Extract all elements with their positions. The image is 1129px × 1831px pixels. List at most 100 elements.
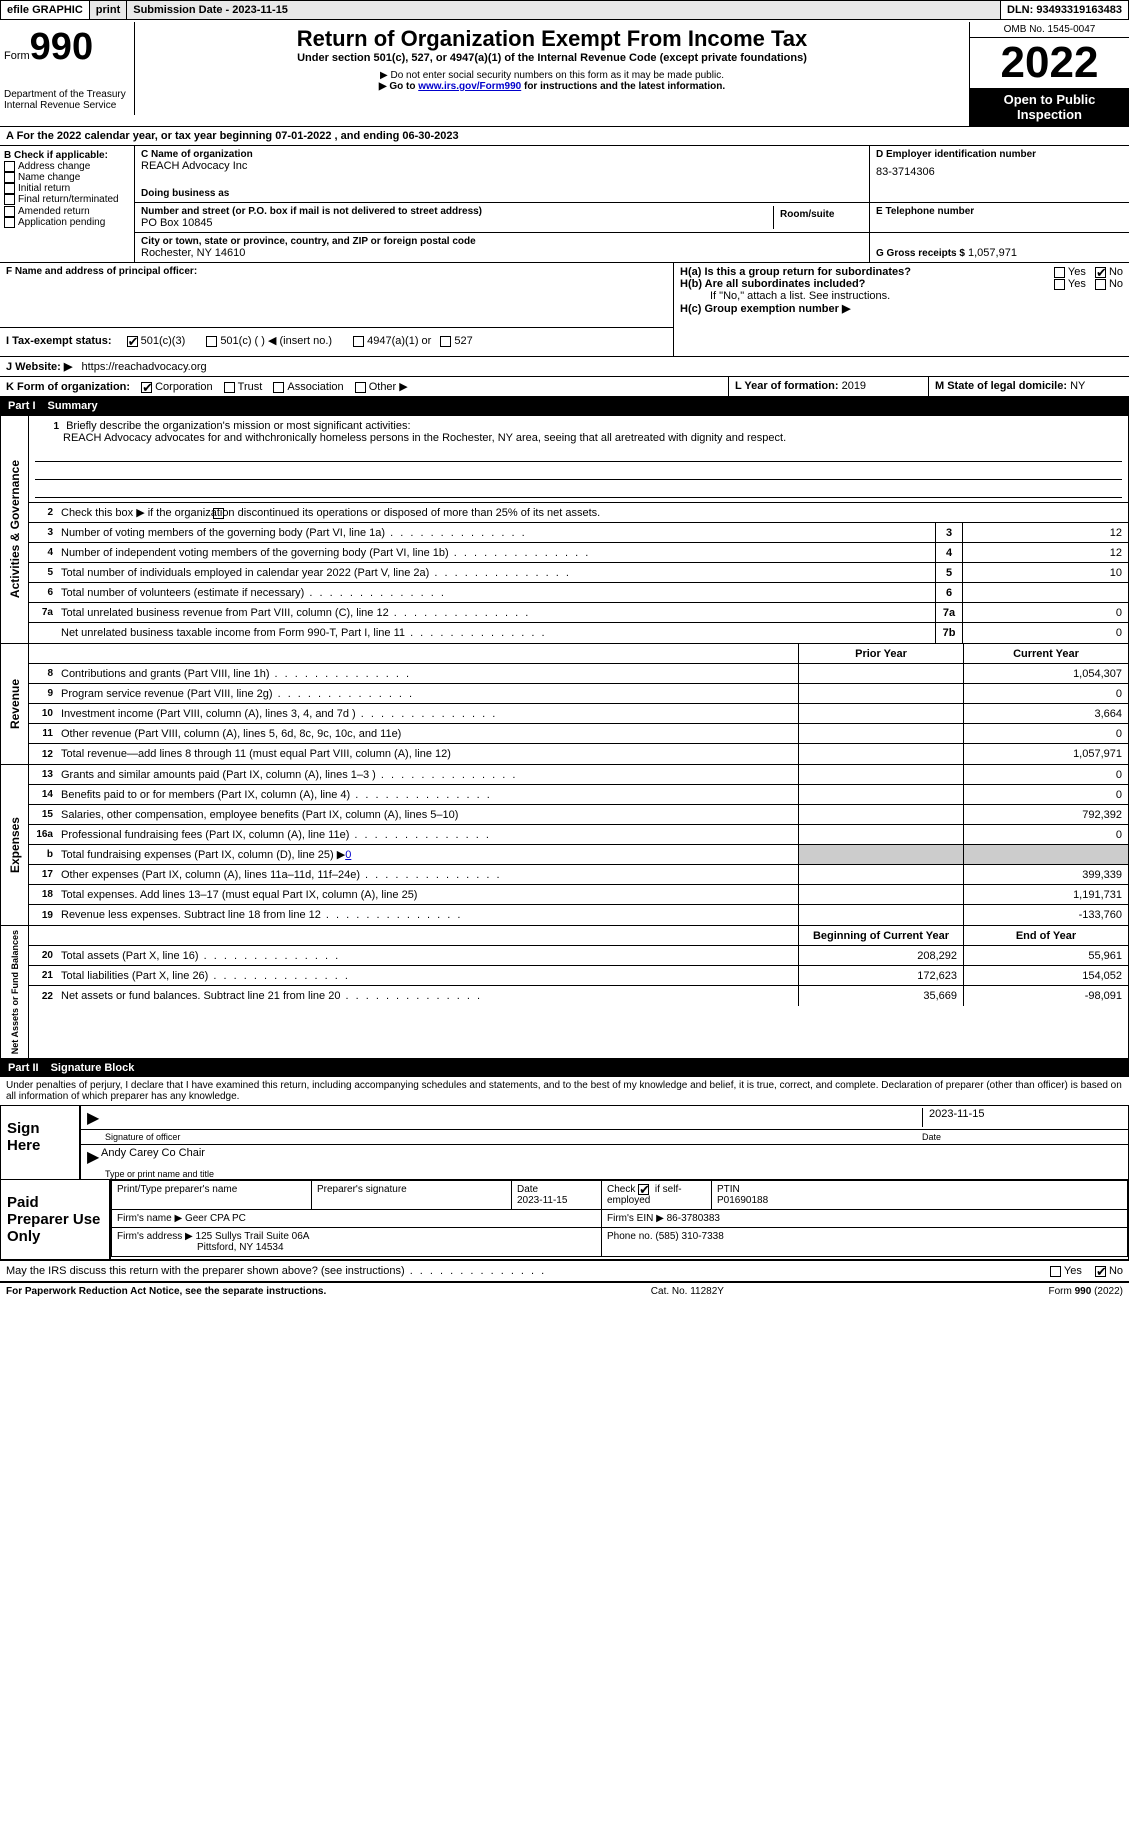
- box-k-label: K Form of organization:: [6, 381, 130, 393]
- print-button[interactable]: print: [90, 1, 127, 19]
- ptin-label: PTIN: [717, 1184, 740, 1195]
- box-g-label: G Gross receipts $: [876, 248, 965, 259]
- e20: 55,961: [963, 946, 1128, 965]
- chk-assoc[interactable]: [273, 382, 284, 393]
- pt-sig-label: Preparer's signature: [312, 1181, 512, 1210]
- form-number: 990: [30, 26, 93, 68]
- chk-ha-yes[interactable]: [1054, 267, 1065, 278]
- omb-number: OMB No. 1545-0047: [970, 22, 1129, 38]
- paid-prep-label: Paid Preparer Use Only: [1, 1180, 111, 1259]
- chk-trust[interactable]: [224, 382, 235, 393]
- c18: 1,191,731: [963, 885, 1128, 904]
- l20: Total assets (Part X, line 16): [57, 948, 798, 964]
- pt-date-label: Date: [517, 1184, 538, 1195]
- sig-date: 2023-11-15: [922, 1108, 1122, 1127]
- l11: Other revenue (Part VIII, column (A), li…: [57, 726, 798, 742]
- v6: [963, 583, 1128, 602]
- v7a: 0: [963, 603, 1128, 622]
- firm-ein: 86-3780383: [667, 1213, 720, 1224]
- arrow-icon: ▶: [87, 1108, 101, 1127]
- c10: 3,664: [963, 704, 1128, 723]
- chk-hb-no[interactable]: [1095, 279, 1106, 290]
- l10: Investment income (Part VIII, column (A)…: [57, 706, 798, 722]
- mission-text: REACH Advocacy advocates for and withchr…: [35, 432, 1122, 444]
- sig-off-label: Signature of officer: [87, 1132, 922, 1142]
- l15: Salaries, other compensation, employee b…: [57, 807, 798, 823]
- l12: Total revenue—add lines 8 through 11 (mu…: [57, 746, 798, 762]
- c19: -133,760: [963, 905, 1128, 925]
- l18: Total expenses. Add lines 13–17 (must eq…: [57, 887, 798, 903]
- c15: 792,392: [963, 805, 1128, 824]
- e21: 154,052: [963, 966, 1128, 985]
- l16a: Professional fundraising fees (Part IX, …: [57, 827, 798, 843]
- c14: 0: [963, 785, 1128, 804]
- section-expenses: Expenses 13Grants and similar amounts pa…: [0, 765, 1129, 926]
- pt-chk-label: Check: [607, 1184, 638, 1195]
- box-j: J Website: ▶ https://reachadvocacy.org: [0, 356, 1129, 377]
- preparer-table: Print/Type preparer's name Preparer's si…: [111, 1180, 1128, 1257]
- state-domicile: NY: [1070, 380, 1085, 392]
- pt-name-label: Print/Type preparer's name: [112, 1181, 312, 1210]
- l16b-val: 0: [345, 849, 351, 861]
- chk-amended[interactable]: [4, 206, 15, 217]
- chk-527[interactable]: [440, 336, 451, 347]
- chk-other[interactable]: [355, 382, 366, 393]
- l17: Other expenses (Part IX, column (A), lin…: [57, 867, 798, 883]
- dba-label: Doing business as: [141, 188, 863, 199]
- ein-value: 83-3714306: [876, 166, 1123, 178]
- chk-l2[interactable]: [213, 508, 224, 519]
- side-activities: Activities & Governance: [6, 456, 24, 602]
- l8: Contributions and grants (Part VIII, lin…: [57, 666, 798, 682]
- box-f-label: F Name and address of principal officer:: [6, 266, 667, 277]
- officer-name: Andy Carey Co Chair: [101, 1147, 205, 1167]
- paid-preparer-block: Paid Preparer Use Only Print/Type prepar…: [0, 1180, 1129, 1260]
- chk-501c3[interactable]: [127, 336, 138, 347]
- chk-may-yes[interactable]: [1050, 1266, 1061, 1277]
- chk-corp[interactable]: [141, 382, 152, 393]
- phone-val: (585) 310-7338: [655, 1231, 723, 1242]
- chk-app-pending[interactable]: [4, 217, 15, 228]
- part-i-header: Part I Summary: [0, 397, 1129, 415]
- section-fh: F Name and address of principal officer:…: [0, 262, 1129, 356]
- sign-here-block: Sign Here ▶2023-11-15 Signature of offic…: [0, 1105, 1129, 1180]
- may-irs-row: May the IRS discuss this return with the…: [0, 1260, 1129, 1281]
- chk-4947[interactable]: [353, 336, 364, 347]
- l21: Total liabilities (Part X, line 26): [57, 968, 798, 984]
- firm-name-label: Firm's name ▶: [117, 1213, 182, 1224]
- phone-label: Phone no.: [607, 1231, 653, 1242]
- form990-link[interactable]: www.irs.gov/Form990: [418, 81, 521, 92]
- c12: 1,057,971: [963, 744, 1128, 764]
- section-activities: Activities & Governance 1 Briefly descri…: [0, 415, 1129, 644]
- chk-address-change[interactable]: [4, 161, 15, 172]
- chk-may-no[interactable]: [1095, 1266, 1106, 1277]
- chk-hb-yes[interactable]: [1054, 279, 1065, 290]
- submission-date: Submission Date - 2023-11-15: [127, 1, 1001, 19]
- firm-addr-label: Firm's address ▶: [117, 1231, 193, 1242]
- box-i-label: I Tax-exempt status:: [6, 335, 112, 347]
- v3: 12: [963, 523, 1128, 542]
- l16b-pre: Total fundraising expenses (Part IX, col…: [61, 849, 345, 861]
- side-expenses: Expenses: [6, 813, 24, 877]
- hdr-curr: Current Year: [963, 644, 1128, 663]
- chk-final-return[interactable]: [4, 194, 15, 205]
- section-bcde: B Check if applicable: Address change Na…: [0, 145, 1129, 262]
- firm-ein-label: Firm's EIN ▶: [607, 1213, 664, 1224]
- gross-receipts: 1,057,971: [968, 247, 1017, 259]
- tax-year: 2022: [970, 38, 1129, 88]
- hdr-end: End of Year: [963, 926, 1128, 945]
- chk-ha-no[interactable]: [1095, 267, 1106, 278]
- form-subtitle: Under section 501(c), 527, or 4947(a)(1)…: [143, 52, 961, 64]
- section-netassets: Net Assets or Fund Balances Beginning of…: [0, 926, 1129, 1059]
- firm-addr2: Pittsford, NY 14534: [117, 1242, 284, 1253]
- c8: 1,054,307: [963, 664, 1128, 683]
- l1-label: Briefly describe the organization's miss…: [66, 420, 410, 432]
- chk-501c[interactable]: [206, 336, 217, 347]
- chk-self-emp[interactable]: [638, 1184, 649, 1195]
- part-ii-header: Part II Signature Block: [0, 1059, 1129, 1077]
- open-inspection: Open to Public Inspection: [970, 88, 1129, 126]
- chk-name-change[interactable]: [4, 172, 15, 183]
- may-irs-text: May the IRS discuss this return with the…: [6, 1265, 1050, 1277]
- chk-initial-return[interactable]: [4, 183, 15, 194]
- sig-date-label: Date: [922, 1132, 1122, 1142]
- l13: Grants and similar amounts paid (Part IX…: [57, 767, 798, 783]
